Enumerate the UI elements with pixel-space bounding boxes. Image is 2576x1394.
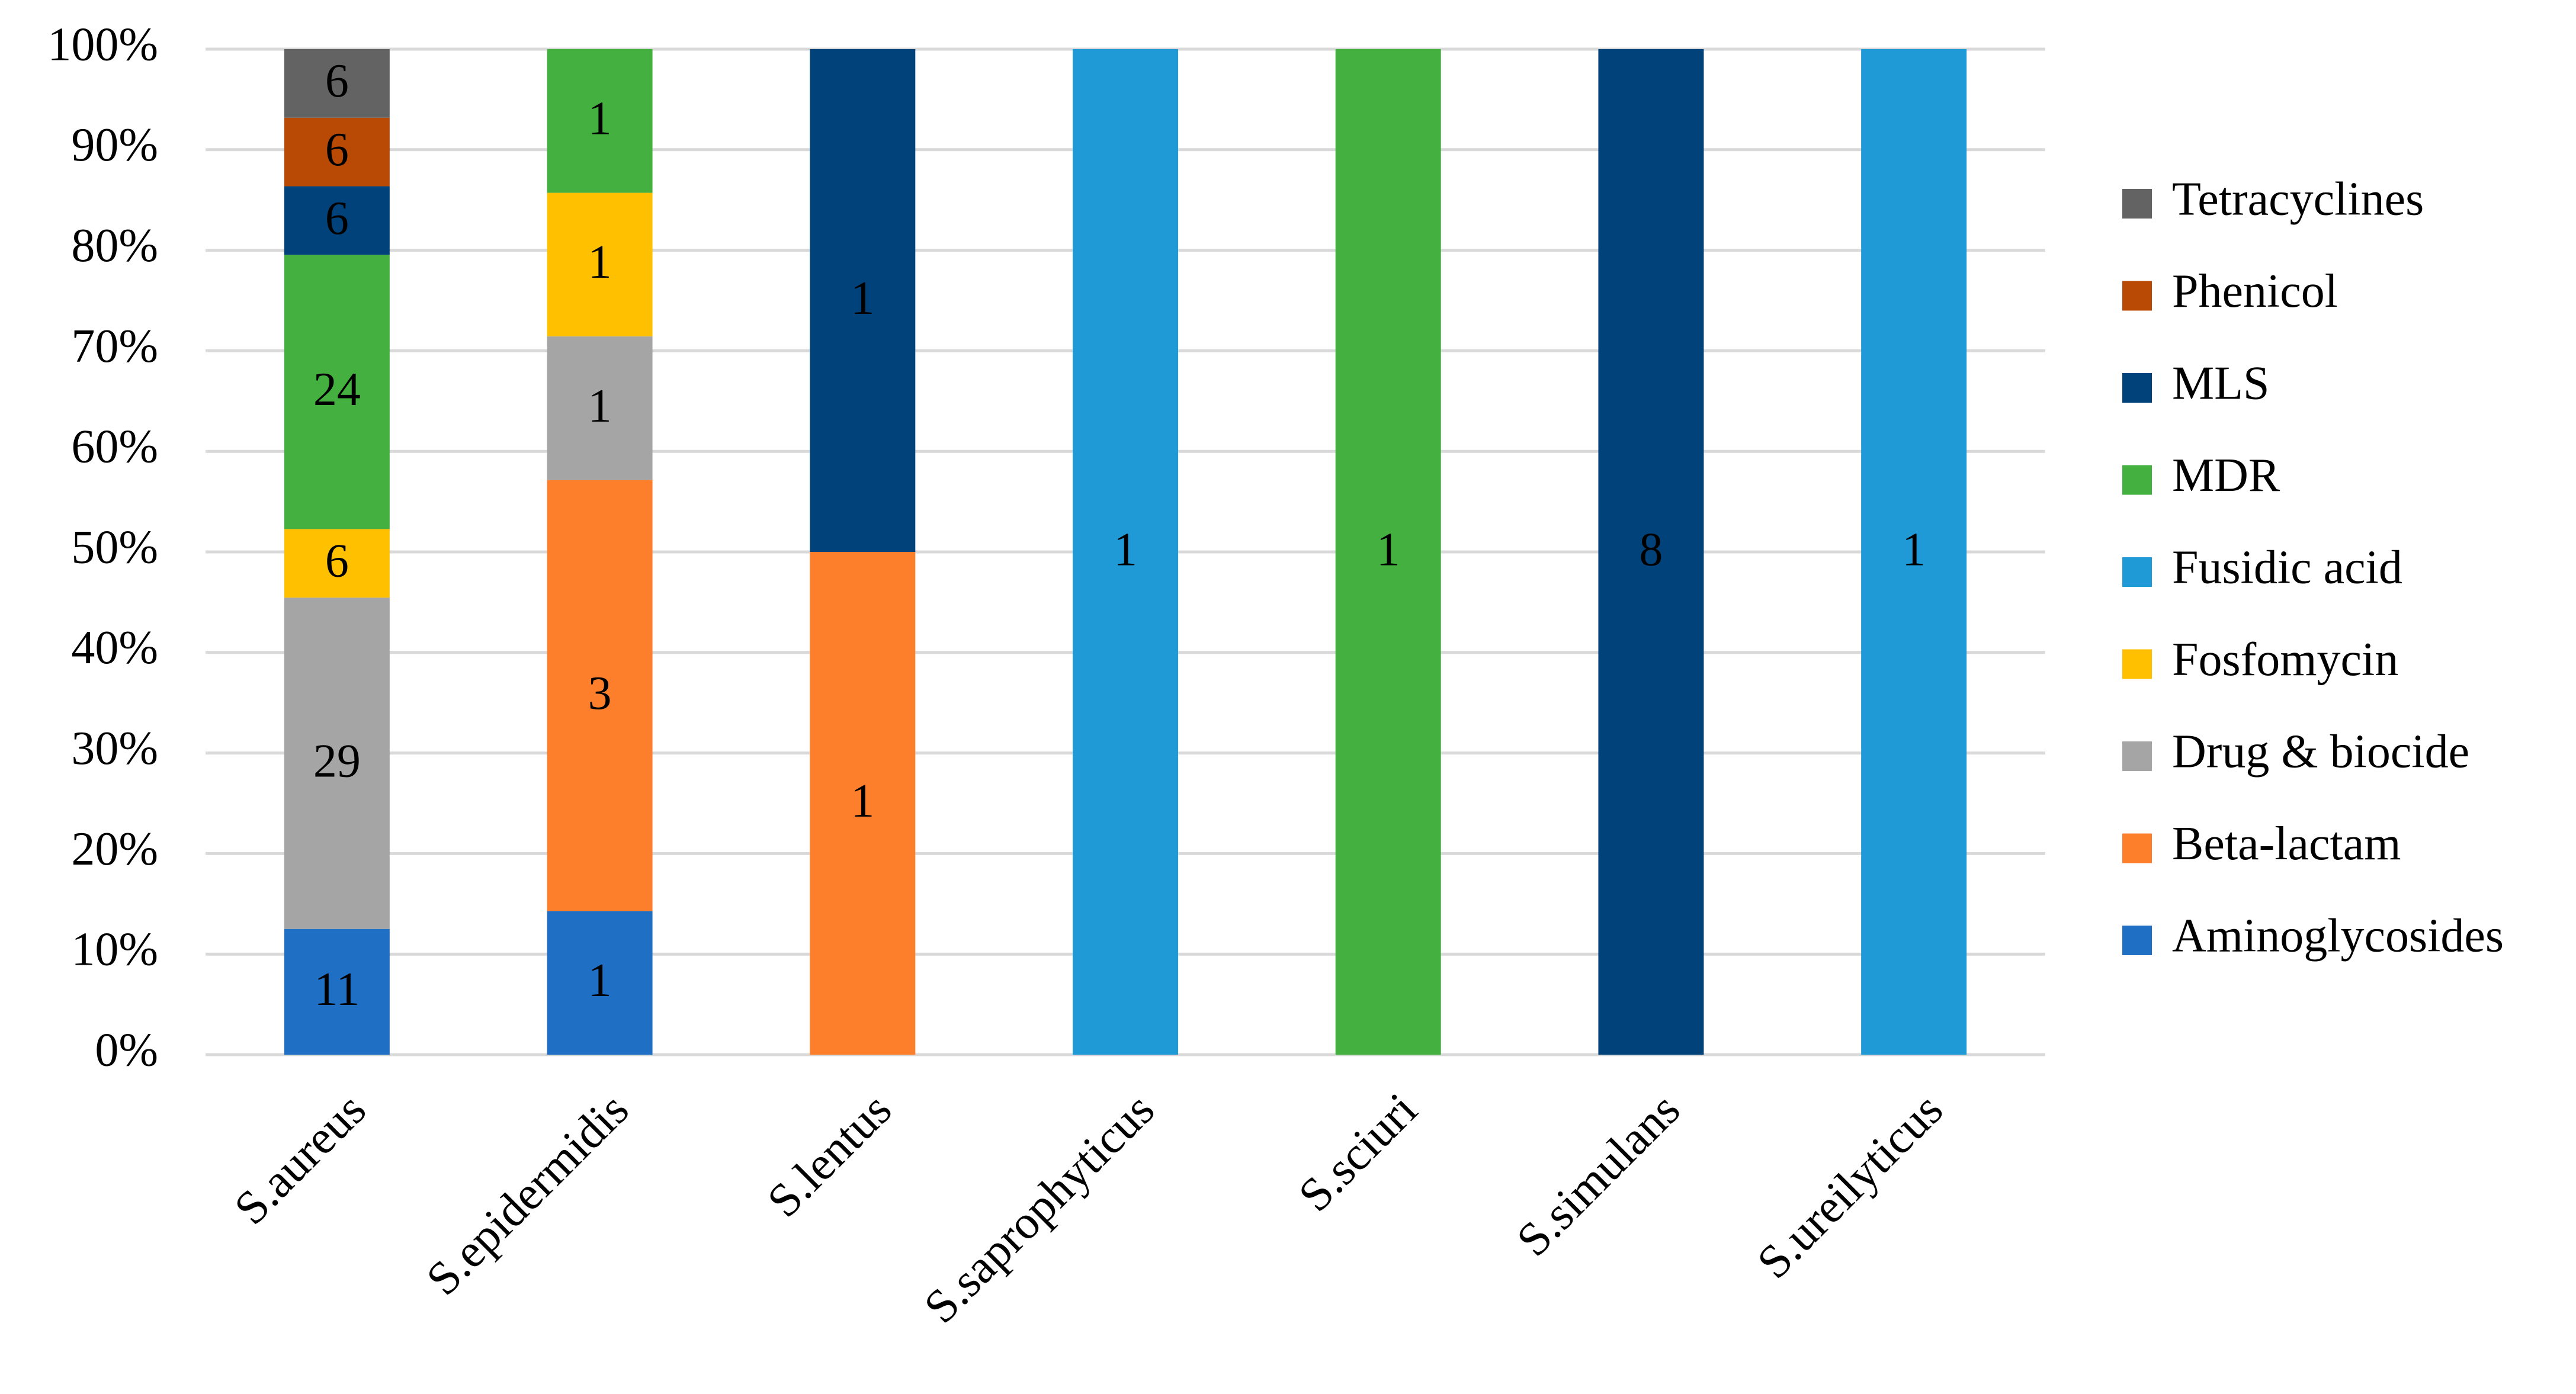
- data-label: 1: [1377, 523, 1400, 576]
- legend-label: Beta-lactam: [2172, 818, 2401, 870]
- bar-segment: [284, 929, 390, 1055]
- y-tick-label: 10%: [71, 924, 158, 976]
- legend-label: MLS: [2172, 357, 2270, 409]
- bar-segment: [284, 598, 390, 929]
- x-tick-label: S.simulans: [1507, 1083, 1690, 1266]
- bar-segment: [284, 255, 390, 529]
- legend-marker: [2122, 557, 2152, 587]
- bar-segment: [547, 49, 653, 193]
- legend-marker: [2122, 741, 2152, 771]
- y-tick-label: 90%: [71, 119, 158, 171]
- legend-label: Phenicol: [2172, 265, 2338, 317]
- x-tick-label: S.saprophyticus: [915, 1083, 1165, 1333]
- legend-marker: [2122, 281, 2152, 311]
- legend-marker: [2122, 373, 2152, 403]
- y-tick-label: 20%: [71, 823, 158, 875]
- legend-marker: [2122, 189, 2152, 219]
- legend-label: Aminoglycosides: [2172, 910, 2504, 962]
- legend-label: Fusidic acid: [2172, 541, 2402, 593]
- legend-marker: [2122, 465, 2152, 495]
- bar-segment: [1598, 49, 1704, 1055]
- data-label: 1: [1902, 523, 1926, 576]
- bar-segment: [284, 186, 390, 255]
- legend-marker: [2122, 926, 2152, 955]
- data-label: 1: [588, 236, 612, 288]
- bar-segment: [1861, 49, 1967, 1055]
- bar-segment: [284, 529, 390, 598]
- legend-marker: [2122, 649, 2152, 679]
- bar-segment: [284, 49, 390, 118]
- x-tick-label: S.aureus: [224, 1083, 376, 1234]
- bar-segment: [1335, 49, 1441, 1055]
- data-label: 29: [313, 735, 361, 787]
- y-tick-label: 80%: [71, 220, 158, 272]
- bar-segment: [1073, 49, 1178, 1055]
- data-label: 1: [1114, 523, 1137, 576]
- data-label: 1: [851, 775, 874, 827]
- bar-segment: [810, 552, 916, 1055]
- legend-label: Drug & biocide: [2172, 725, 2469, 778]
- data-label: 1: [588, 380, 612, 432]
- data-label: 24: [313, 364, 361, 416]
- bar-segment: [810, 49, 916, 552]
- legend-label: Tetracyclines: [2172, 173, 2424, 225]
- data-label: 11: [314, 963, 360, 1016]
- bar-segment: [547, 911, 653, 1055]
- legend-marker: [2122, 833, 2152, 863]
- y-tick-label: 100%: [47, 18, 158, 70]
- data-label: 8: [1639, 523, 1663, 576]
- x-tick-label: S.sciuri: [1289, 1083, 1427, 1222]
- data-label: 6: [325, 55, 349, 107]
- data-label: 6: [325, 192, 349, 245]
- x-tick-label: S.lentus: [758, 1083, 902, 1227]
- legend-label: Fosfomycin: [2172, 634, 2398, 686]
- x-tick-label: S.ureilyticus: [1747, 1083, 1953, 1289]
- data-label: 1: [588, 93, 612, 145]
- data-label: 1: [851, 272, 874, 325]
- data-label: 1: [588, 955, 612, 1007]
- y-tick-label: 70%: [71, 320, 158, 372]
- bar-segment: [547, 336, 653, 480]
- x-tick-label: S.epidermidis: [416, 1083, 639, 1305]
- y-tick-label: 30%: [71, 722, 158, 775]
- bar-segment: [284, 117, 390, 187]
- y-tick-label: 50%: [71, 521, 158, 573]
- data-label: 3: [588, 667, 612, 720]
- y-tick-label: 40%: [71, 622, 158, 674]
- y-tick-label: 0%: [95, 1024, 158, 1076]
- legend-label: MDR: [2172, 449, 2280, 502]
- data-label: 6: [325, 535, 349, 587]
- bar-segment: [547, 480, 653, 911]
- y-tick-label: 60%: [71, 421, 158, 473]
- bar-segment: [547, 192, 653, 337]
- data-label: 6: [325, 124, 349, 176]
